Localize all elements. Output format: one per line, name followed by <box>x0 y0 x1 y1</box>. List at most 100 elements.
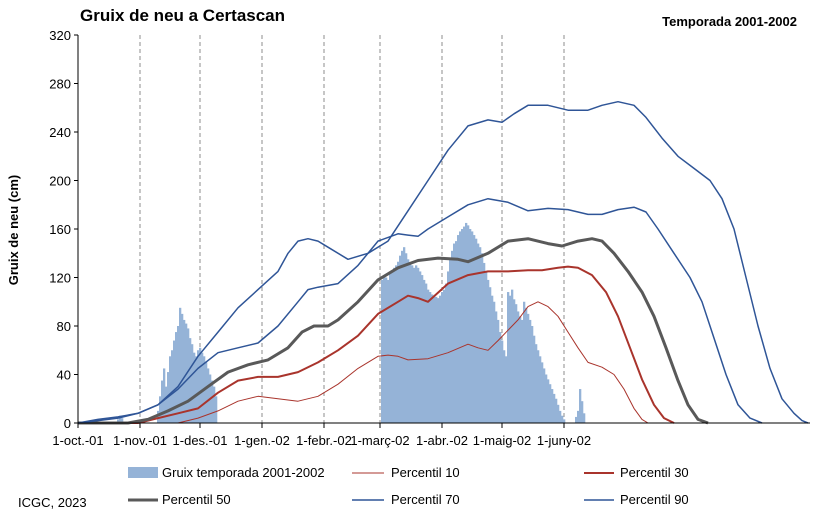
bar-28 <box>207 368 210 423</box>
y-axis-ticks: 0 40 80 120 160 200 240 280 320 <box>49 28 78 431</box>
bar-126 <box>577 410 580 423</box>
bar-40 <box>395 265 398 423</box>
bar-73 <box>461 229 464 423</box>
bar-106 <box>527 313 530 423</box>
bar-69 <box>453 243 456 423</box>
bar-39 <box>393 267 396 423</box>
bar-22 <box>195 356 198 423</box>
bar-63 <box>441 292 444 423</box>
bar-43 <box>401 250 404 423</box>
legend-label-bars: Gruix temporada 2001-2002 <box>162 465 325 480</box>
bar-59 <box>433 295 436 423</box>
bar-19 <box>189 338 192 423</box>
bar-113 <box>541 362 544 423</box>
bar-55 <box>425 283 428 423</box>
x-tick-label-2: 1-des.-01 <box>173 433 228 448</box>
bar-109 <box>533 335 536 423</box>
bar-129 <box>583 413 586 423</box>
bar-102 <box>519 316 522 423</box>
bar-38 <box>391 271 394 423</box>
bar-82 <box>479 247 482 423</box>
bar-87 <box>489 287 492 423</box>
x-tick-label-8: 1-juny-02 <box>537 433 591 448</box>
y-tick-label-4: 160 <box>49 222 71 237</box>
bar-85 <box>485 271 488 423</box>
legend-label-p70: Percentil 70 <box>391 492 460 507</box>
x-tick-label-3: 1-gen.-02 <box>234 433 290 448</box>
bar-45 <box>405 253 408 423</box>
x-tick-label-5: 1-març-02 <box>350 433 409 448</box>
bar-81 <box>477 243 480 423</box>
bar-20 <box>191 344 194 423</box>
bar-61 <box>437 298 440 423</box>
bar-66 <box>447 271 450 423</box>
credit-text: ICGC, 2023 <box>18 495 87 510</box>
bar-77 <box>469 229 472 423</box>
bar-122 <box>559 410 562 423</box>
bar-86 <box>487 279 490 423</box>
bar-84 <box>483 262 486 423</box>
y-tick-label-8: 320 <box>49 28 71 43</box>
bar-62 <box>439 295 442 423</box>
bar-33 <box>381 279 384 423</box>
bar-125 <box>575 416 578 423</box>
bar-64 <box>443 289 446 423</box>
bar-119 <box>553 393 556 423</box>
bar-92 <box>499 332 502 423</box>
bar-124 <box>563 419 566 423</box>
x-tick-label-1: 1-nov.-01 <box>113 433 167 448</box>
legend-label-p30: Percentil 30 <box>620 465 689 480</box>
bar-27 <box>205 362 208 423</box>
bar-115 <box>545 374 548 423</box>
bar-24 <box>199 347 202 423</box>
x-axis-ticks: 1-oct.-01 1-nov.-01 1-des.-01 1-gen.-02 1-fe… <box>52 423 591 448</box>
bar-21 <box>193 352 196 423</box>
bar-53 <box>421 275 424 423</box>
bar-47 <box>409 262 412 423</box>
y-tick-label-3: 120 <box>49 271 71 286</box>
bar-116 <box>547 379 550 423</box>
bar-56 <box>427 289 430 423</box>
bar-13 <box>177 326 180 423</box>
y-tick-label-0: 0 <box>64 416 71 431</box>
x-tick-label-7: 1-maig-02 <box>473 433 532 448</box>
bar-107 <box>529 319 532 423</box>
bar-12 <box>175 332 178 423</box>
bar-93 <box>501 340 504 423</box>
bar-112 <box>539 356 542 423</box>
bar-44 <box>403 247 406 423</box>
bar-120 <box>555 398 558 423</box>
bar-71 <box>457 235 460 423</box>
y-tick-label-1: 40 <box>57 368 71 383</box>
bar-16 <box>183 319 186 423</box>
bar-48 <box>411 265 414 423</box>
bar-49 <box>413 267 416 423</box>
bar-10 <box>171 350 174 423</box>
bar-14 <box>179 307 182 423</box>
bar-90 <box>495 311 498 423</box>
bar-50 <box>415 265 418 423</box>
bar-76 <box>467 225 470 423</box>
bar-91 <box>497 319 500 423</box>
legend-label-p50: Percentil 50 <box>162 492 231 507</box>
y-tick-label-7: 280 <box>49 77 71 92</box>
bar-99 <box>513 299 516 423</box>
bar-51 <box>417 267 420 423</box>
bar-4 <box>159 396 162 423</box>
bar-117 <box>549 384 552 423</box>
y-tick-label-2: 80 <box>57 319 71 334</box>
bar-104 <box>523 301 526 423</box>
bar-68 <box>451 250 454 423</box>
bar-111 <box>537 350 540 423</box>
chart-title: Gruix de neu a Certascan <box>80 6 285 25</box>
bar-83 <box>481 253 484 423</box>
bar-123 <box>561 415 564 423</box>
x-tick-label-6: 1-abr.-02 <box>416 433 468 448</box>
bar-95 <box>505 356 508 423</box>
legend-label-p10: Percentil 10 <box>391 465 460 480</box>
bar-80 <box>475 238 478 423</box>
y-axis-label: Gruix de neu (cm) <box>6 175 21 286</box>
bar-35 <box>385 277 388 423</box>
bar-7 <box>165 386 168 423</box>
bar-121 <box>557 404 560 423</box>
